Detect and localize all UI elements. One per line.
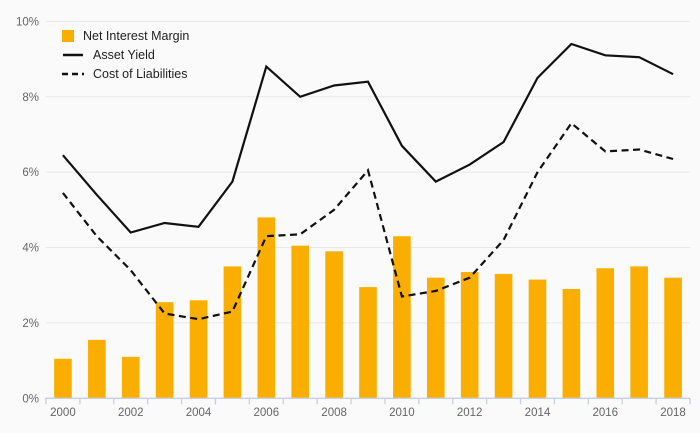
legend-label-net-interest-margin: Net Interest Margin — [83, 28, 190, 43]
bar-2018 — [664, 277, 682, 399]
bar-2015 — [562, 288, 581, 399]
bar-2014 — [528, 279, 547, 399]
bar-swatch-icon — [62, 29, 74, 42]
svg-text:8%: 8% — [22, 92, 39, 104]
dashed-line-icon — [62, 72, 84, 75]
svg-text:2008: 2008 — [321, 407, 347, 419]
bar-2009 — [359, 287, 377, 399]
bar-2007 — [291, 245, 310, 399]
asset-yield-line — [62, 42, 674, 234]
svg-text:2%: 2% — [22, 318, 39, 330]
legend-item-asset-yield: Asset Yield — [62, 45, 189, 64]
bar-2002 — [121, 356, 140, 399]
bar-2003 — [155, 302, 174, 399]
bar-2016 — [596, 268, 615, 399]
svg-text:4%: 4% — [22, 243, 39, 255]
svg-text:0%: 0% — [22, 393, 39, 405]
legend-label-cost-of-liabilities: Cost of Liabilities — [93, 66, 188, 81]
svg-text:2010: 2010 — [389, 407, 415, 419]
bar-2011 — [426, 277, 445, 399]
y-axis-labels: 0% 2% 4% 6% 8% 10% — [16, 16, 39, 405]
bar-2010 — [393, 236, 411, 399]
bar-2006 — [257, 217, 276, 399]
x-axis-labels: 2000 2002 2004 2006 2008 2010 2012 2014 2016 2018 — [50, 407, 686, 419]
svg-text:2018: 2018 — [660, 407, 686, 419]
bar-2000 — [54, 358, 72, 399]
legend: Net Interest Margin Asset Yield Cost of … — [62, 26, 189, 83]
bar-2017 — [630, 266, 648, 399]
bar-2013 — [494, 273, 513, 399]
bar-2004 — [189, 300, 208, 399]
x-axis — [45, 397, 691, 405]
bar-2012 — [460, 272, 479, 399]
bar-2005 — [223, 266, 242, 399]
svg-text:2014: 2014 — [525, 407, 551, 419]
svg-text:2012: 2012 — [457, 407, 483, 419]
bars-net-interest-margin — [54, 217, 682, 399]
legend-item-cost-of-liabilities: Cost of Liabilities — [62, 64, 189, 83]
bar-2008 — [325, 251, 343, 399]
legend-label-asset-yield: Asset Yield — [93, 47, 155, 62]
bar-2001 — [88, 339, 106, 399]
solid-line-icon — [63, 53, 83, 56]
svg-text:10%: 10% — [16, 16, 39, 28]
svg-text:2016: 2016 — [592, 407, 618, 419]
svg-text:6%: 6% — [22, 167, 39, 179]
legend-item-net-interest-margin: Net Interest Margin — [62, 26, 189, 45]
svg-text:2002: 2002 — [118, 407, 144, 419]
svg-text:2006: 2006 — [254, 407, 280, 419]
svg-text:2000: 2000 — [50, 407, 76, 419]
svg-text:2004: 2004 — [186, 407, 212, 419]
cost-of-liabilities-line — [62, 121, 674, 321]
